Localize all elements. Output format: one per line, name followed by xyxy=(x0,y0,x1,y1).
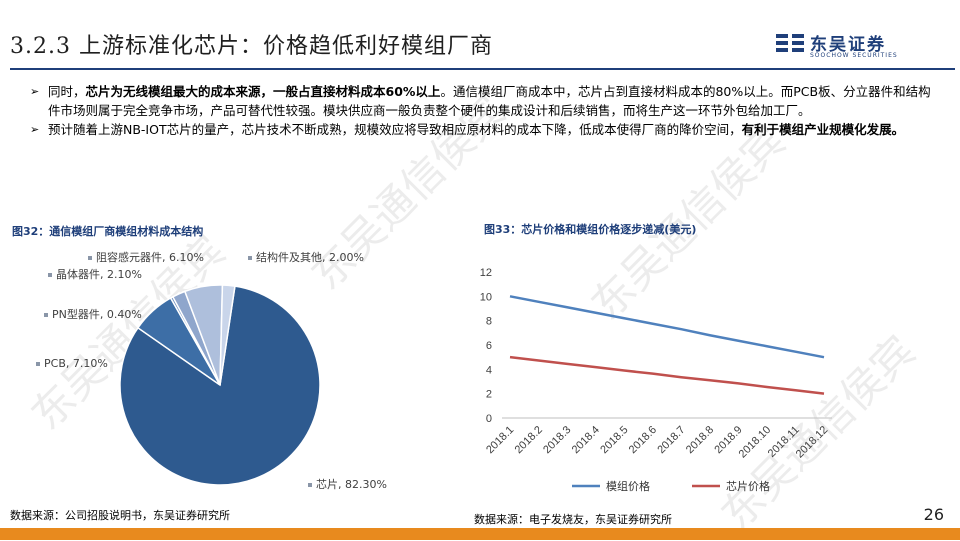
bullet-list: ➢ 同时，芯片为无线模组最大的成本来源，一般占直接材料成本60%以上。通信模组厂… xyxy=(30,82,940,139)
pie-slice-5 xyxy=(219,284,236,386)
y-tick-label: 6 xyxy=(486,340,492,352)
pie-label-pcb: PCB, 7.10% xyxy=(36,356,108,371)
pie-label-pn: PN型器件, 0.40% xyxy=(44,307,142,322)
pie-label-structure: 结构件及其他, 2.00% xyxy=(248,250,364,265)
bullet-item: ➢ 预计随着上游NB-IOT芯片的量产，芯片技术不断成熟，规模效应将导致相应原材… xyxy=(30,120,940,139)
slide-header: 3.2.3 上游标准化芯片：价格趋低利好模组厂商 东吴证券 SOOCHOW SE… xyxy=(0,0,960,72)
page-number: 26 xyxy=(923,505,944,524)
pie-chart xyxy=(119,284,321,486)
x-tick-label: 2018.7 xyxy=(655,424,687,456)
bullet-emphasis: 芯片为无线模组最大的成本来源，一般占直接材料成本60%以上 xyxy=(85,84,441,99)
y-tick-label: 10 xyxy=(480,291,492,303)
y-tick-label: 2 xyxy=(486,389,492,401)
x-tick-label: 2018.4 xyxy=(570,424,602,456)
arrow-bullet-icon: ➢ xyxy=(30,123,40,136)
bullet-text: 同时， xyxy=(48,84,86,99)
series-line-0 xyxy=(509,295,825,359)
bullet-text: 。通信模组厂商成本中，芯片占到直接材料成本的80%以上。而PCB板、分立器件和结… xyxy=(48,84,931,118)
x-tick-label: 2018.12 xyxy=(794,424,831,461)
pie-slice-0 xyxy=(119,285,321,486)
line-source: 数据来源：电子发烧友，东吴证券研究所 xyxy=(474,513,672,526)
x-tick-label: 2018.8 xyxy=(684,424,716,456)
line-chart: 0246810122018.12018.22018.32018.42018.52… xyxy=(480,267,832,493)
y-tick-label: 8 xyxy=(486,316,492,328)
page-title: 3.2.3 上游标准化芯片：价格趋低利好模组厂商 xyxy=(10,34,493,59)
x-tick-label: 2018.2 xyxy=(513,424,545,456)
company-logo: 东吴证券 SOOCHOW SECURITIES xyxy=(770,30,950,60)
x-tick-label: 2018.10 xyxy=(737,424,774,461)
logo-mark-icon xyxy=(776,32,804,54)
pie-label-chip: 芯片, 82.30% xyxy=(308,477,387,492)
y-tick-label: 12 xyxy=(480,267,492,279)
y-tick-label: 4 xyxy=(486,364,492,376)
legend-label: 芯片价格 xyxy=(726,479,770,493)
y-tick-label: 0 xyxy=(486,413,492,425)
arrow-bullet-icon: ➢ xyxy=(30,85,40,98)
pie-label-resistor: 阻容感元器件, 6.10% xyxy=(88,250,204,265)
pie-chart-title: 图32：通信模组厂商模组材料成本结构 xyxy=(12,225,204,238)
x-tick-label: 2018.6 xyxy=(627,424,659,456)
x-tick-label: 2018.5 xyxy=(598,424,630,456)
pie-label-crystal: 晶体器件, 2.10% xyxy=(48,267,142,282)
x-tick-label: 2018.1 xyxy=(484,424,516,456)
header-divider xyxy=(10,68,955,70)
pie-source: 数据来源：公司招股说明书，东吴证券研究所 xyxy=(10,509,230,522)
logo-name: 东吴证券 xyxy=(810,35,886,55)
line-chart-title: 图33：芯片价格和模组价格逐步递减(美元) xyxy=(484,223,697,236)
legend-label: 模组价格 xyxy=(606,479,650,493)
footer-bar xyxy=(0,528,960,540)
logo-english: SOOCHOW SECURITIES xyxy=(810,52,898,59)
bullet-item: ➢ 同时，芯片为无线模组最大的成本来源，一般占直接材料成本60%以上。通信模组厂… xyxy=(30,82,940,120)
bullet-text: 预计随着上游NB-IOT芯片的量产，芯片技术不断成熟，规模效应将导致相应原材料的… xyxy=(48,122,742,137)
series-line-1 xyxy=(509,355,825,395)
bullet-emphasis: 有利于模组产业规模化发展。 xyxy=(741,122,905,137)
x-tick-label: 2018.3 xyxy=(541,424,573,456)
